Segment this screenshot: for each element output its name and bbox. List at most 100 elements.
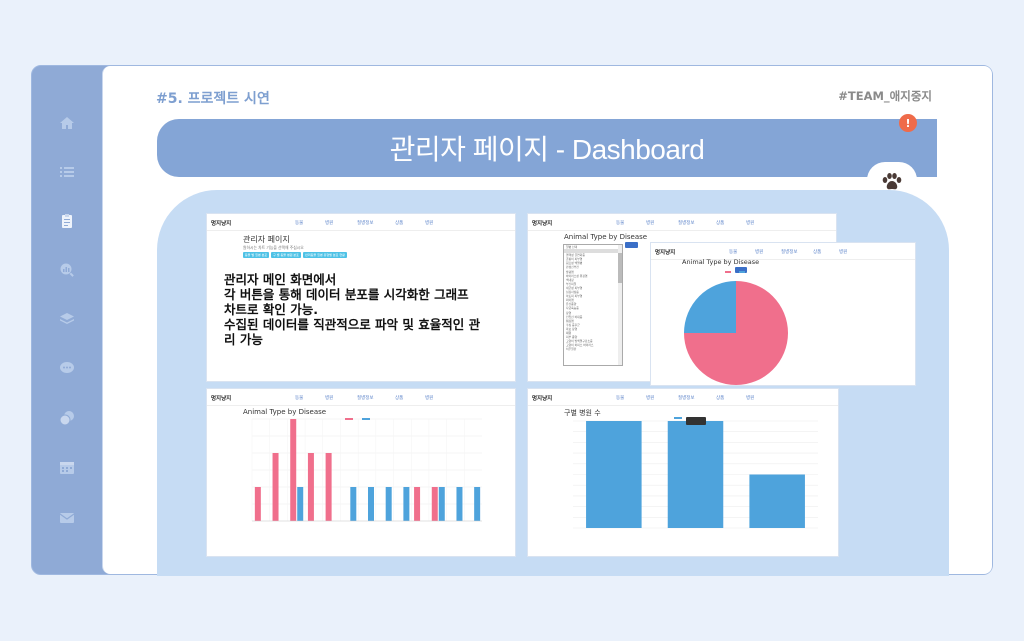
bar	[368, 487, 374, 521]
list-option[interactable]: 방광염	[566, 269, 574, 274]
nav-link[interactable]: 동물	[295, 396, 304, 401]
list-option[interactable]: 피부 종양	[566, 335, 578, 340]
nav-link[interactable]: 병원	[646, 221, 655, 226]
hospital-chart-screenshot: 멍지냥지 동물 병원 질병정보 상품 병원 구별 병원 수	[528, 389, 838, 556]
list-option[interactable]: 부신피질	[566, 281, 577, 286]
list-option[interactable]: 아토피 피부염	[566, 294, 583, 299]
scroll-thumb[interactable]	[618, 253, 622, 283]
screenshot-panel: 멍지냥지 동물 병원 질병정보 상품 병원 관리자 페이지 원하시는 차트 기능…	[157, 190, 949, 576]
description-line: 차트로 확인 가능.	[224, 302, 318, 317]
select-button[interactable]	[735, 267, 747, 273]
screen-navbar: 멍지냥지 동물 병원 질병정보 상품 병원	[207, 389, 515, 406]
list-option[interactable]: 세균성 피부염	[566, 285, 583, 290]
mail-icon[interactable]	[58, 509, 76, 527]
bar	[586, 421, 642, 528]
nav-link[interactable]: 질병정보	[357, 221, 374, 226]
list-option[interactable]: 췌장염	[566, 318, 574, 323]
nav-brand[interactable]: 멍지냥지	[211, 221, 232, 227]
nav-link[interactable]: 상품	[813, 250, 822, 255]
nav-link[interactable]: 동물	[616, 221, 625, 226]
chart-title: Animal Type by Disease	[564, 233, 648, 241]
list-option[interactable]: 장염	[566, 310, 572, 315]
nav-brand[interactable]: 멍지냥지	[655, 250, 676, 256]
nav-link[interactable]: 병원	[325, 221, 334, 226]
nav-link[interactable]: 병원	[839, 250, 848, 255]
nav-link[interactable]: 동물	[295, 221, 304, 226]
nav-link[interactable]: 상품	[716, 396, 725, 401]
nav-brand[interactable]: 멍지냥지	[532, 396, 553, 402]
clipboard-icon[interactable]	[58, 212, 76, 230]
list-option[interactable]	[564, 249, 622, 254]
nav-link[interactable]: 동물	[616, 396, 625, 401]
team-label: #TEAM_애지중지	[838, 89, 932, 103]
nav-link[interactable]: 병원	[746, 221, 755, 226]
nav-link[interactable]: 질병정보	[357, 396, 374, 401]
list-option[interactable]: 파보 장염	[566, 326, 578, 331]
nav-link[interactable]: 질병정보	[781, 250, 798, 255]
scrollbar[interactable]	[618, 245, 622, 365]
list-option[interactable]: 결핵성 골연화증	[566, 253, 585, 258]
section-label: #5. 프로젝트 시연	[156, 91, 270, 107]
select-button[interactable]	[625, 242, 638, 248]
list-option[interactable]: 자궁축농증	[566, 306, 579, 311]
nav-link[interactable]: 병원	[755, 250, 764, 255]
screen-navbar: 멍지냥지 동물 병원 질병정보 상품 병원	[651, 243, 915, 260]
nav-link[interactable]: 질병정보	[678, 221, 695, 226]
nav-link[interactable]: 상품	[716, 221, 725, 226]
nav-link[interactable]: 상품	[395, 396, 404, 401]
calendar-icon[interactable]	[58, 458, 76, 476]
search-chart-icon[interactable]	[58, 261, 76, 279]
list-option[interactable]: 전립선 비대증	[566, 314, 583, 319]
list-option[interactable]: 고양이 허피스 바이러스	[566, 343, 594, 348]
nav-link[interactable]: 병원	[746, 396, 755, 401]
hospital-bar-chart	[573, 417, 818, 529]
sidebar	[32, 66, 102, 574]
disease-bar-chart	[251, 418, 482, 522]
chart-button[interactable]: 반려동물 질병 유형별 분포 현황	[303, 252, 347, 258]
chart-button[interactable]: 구 별 동물 병원 분포	[271, 252, 301, 258]
home-icon[interactable]	[58, 114, 76, 132]
nav-link[interactable]: 상품	[395, 221, 404, 226]
list-option[interactable]: 폐렴	[566, 330, 572, 335]
nav-link[interactable]: 병원	[425, 396, 434, 401]
bar	[290, 419, 297, 521]
description-line: 수집된 데이터를 직관적으로 파악 및 효율적인 관	[224, 317, 481, 332]
nav-link[interactable]: 병원	[646, 396, 655, 401]
nav-brand[interactable]: 멍지냥지	[211, 396, 232, 402]
title-banner: 관리자 페이지 - Dashboard	[157, 119, 937, 177]
list-option[interactable]: 쿠싱 증후군	[566, 322, 580, 327]
bar	[297, 487, 304, 521]
pie-slice	[684, 281, 736, 333]
list-option[interactable]: 바이러스성 위장염	[566, 273, 588, 278]
chart-button[interactable]: 동물 별 질병 분포	[243, 252, 269, 258]
bar	[385, 487, 392, 521]
screen-navbar: 멍지냥지 동물 병원 질병정보 상품 병원	[207, 214, 515, 231]
bar	[431, 487, 438, 521]
nav-link[interactable]: 동물	[729, 250, 738, 255]
list-icon[interactable]	[58, 163, 76, 181]
nav-brand[interactable]: 멍지냥지	[532, 221, 553, 227]
nav-link[interactable]: 병원	[325, 396, 334, 401]
alert-badge[interactable]: !	[899, 114, 917, 132]
list-option[interactable]: 곰팡이 피부염	[566, 257, 583, 262]
bar	[438, 487, 445, 521]
list-option[interactable]: 백내장	[566, 277, 574, 282]
list-option[interactable]: 고양이 범백혈구감소증	[566, 339, 593, 344]
chat-icon[interactable]	[58, 359, 76, 377]
list-option[interactable]: 림프성 백혈병	[566, 261, 583, 266]
layers-icon[interactable]	[58, 310, 76, 328]
nav-link[interactable]: 병원	[425, 221, 434, 226]
list-option[interactable]: 외이염	[566, 298, 574, 303]
list-option[interactable]: 만성신부전	[566, 265, 579, 270]
description-line: 리 가능	[224, 332, 263, 347]
bar	[474, 487, 481, 521]
admin-subtitle: 원하시는 차트 기능을 선택해 주십시오	[243, 245, 304, 250]
coins-icon[interactable]	[58, 409, 76, 427]
bar-chart-screenshot: 멍지냥지 동물 병원 질병정보 상품 병원 Animal Type by Dis…	[207, 389, 515, 556]
nav-link[interactable]: 질병정보	[678, 396, 695, 401]
list-option[interactable]: 질병 선택	[566, 245, 578, 249]
list-option[interactable]: 유선종양	[566, 302, 577, 307]
list-option[interactable]: 심장사상충	[566, 290, 579, 295]
list-option[interactable]: 치주질환	[566, 347, 577, 352]
